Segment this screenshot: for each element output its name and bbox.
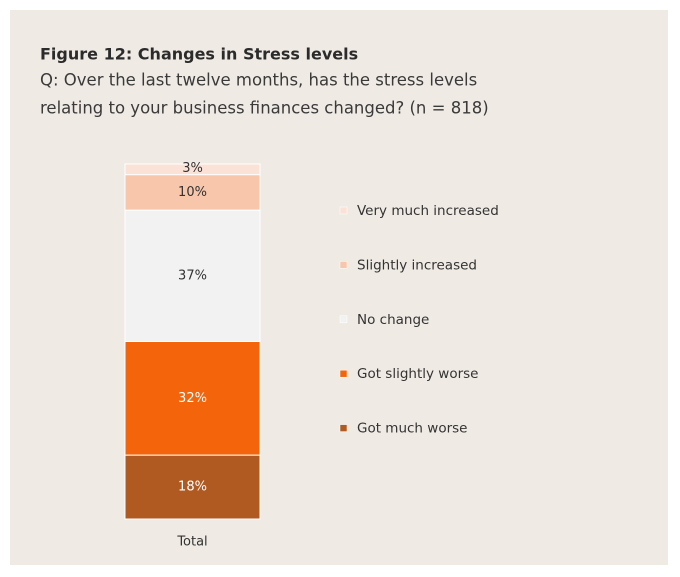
legend-marker [339, 261, 348, 269]
legend-marker [339, 315, 348, 324]
legend-label: No change [357, 312, 429, 328]
legend-marker [339, 424, 348, 432]
legend-label: Got slightly worse [357, 366, 478, 382]
bar-segment [124, 341, 261, 456]
data-label: 10% [178, 185, 207, 200]
legend-label: Slightly increased [357, 257, 477, 273]
legend-label: Very much increased [357, 203, 499, 219]
chart-subtitle: relating to your business finances chang… [40, 99, 489, 118]
data-label: 3% [182, 161, 203, 176]
bar-segment [124, 163, 261, 176]
chart-title: Figure 12: Changes in Stress levels [40, 45, 358, 64]
legend-marker [339, 369, 348, 378]
legend-marker [339, 206, 348, 215]
x-tick-label: Total [176, 535, 207, 550]
data-label: 37% [178, 268, 207, 283]
bar-segment [124, 174, 261, 211]
bar-segment [124, 454, 261, 520]
data-label: 32% [178, 391, 207, 406]
data-label: 18% [178, 480, 207, 495]
panel [10, 10, 668, 565]
legend-label: Got much worse [357, 421, 467, 437]
chart-subtitle: Q: Over the last twelve months, has the … [40, 71, 477, 90]
